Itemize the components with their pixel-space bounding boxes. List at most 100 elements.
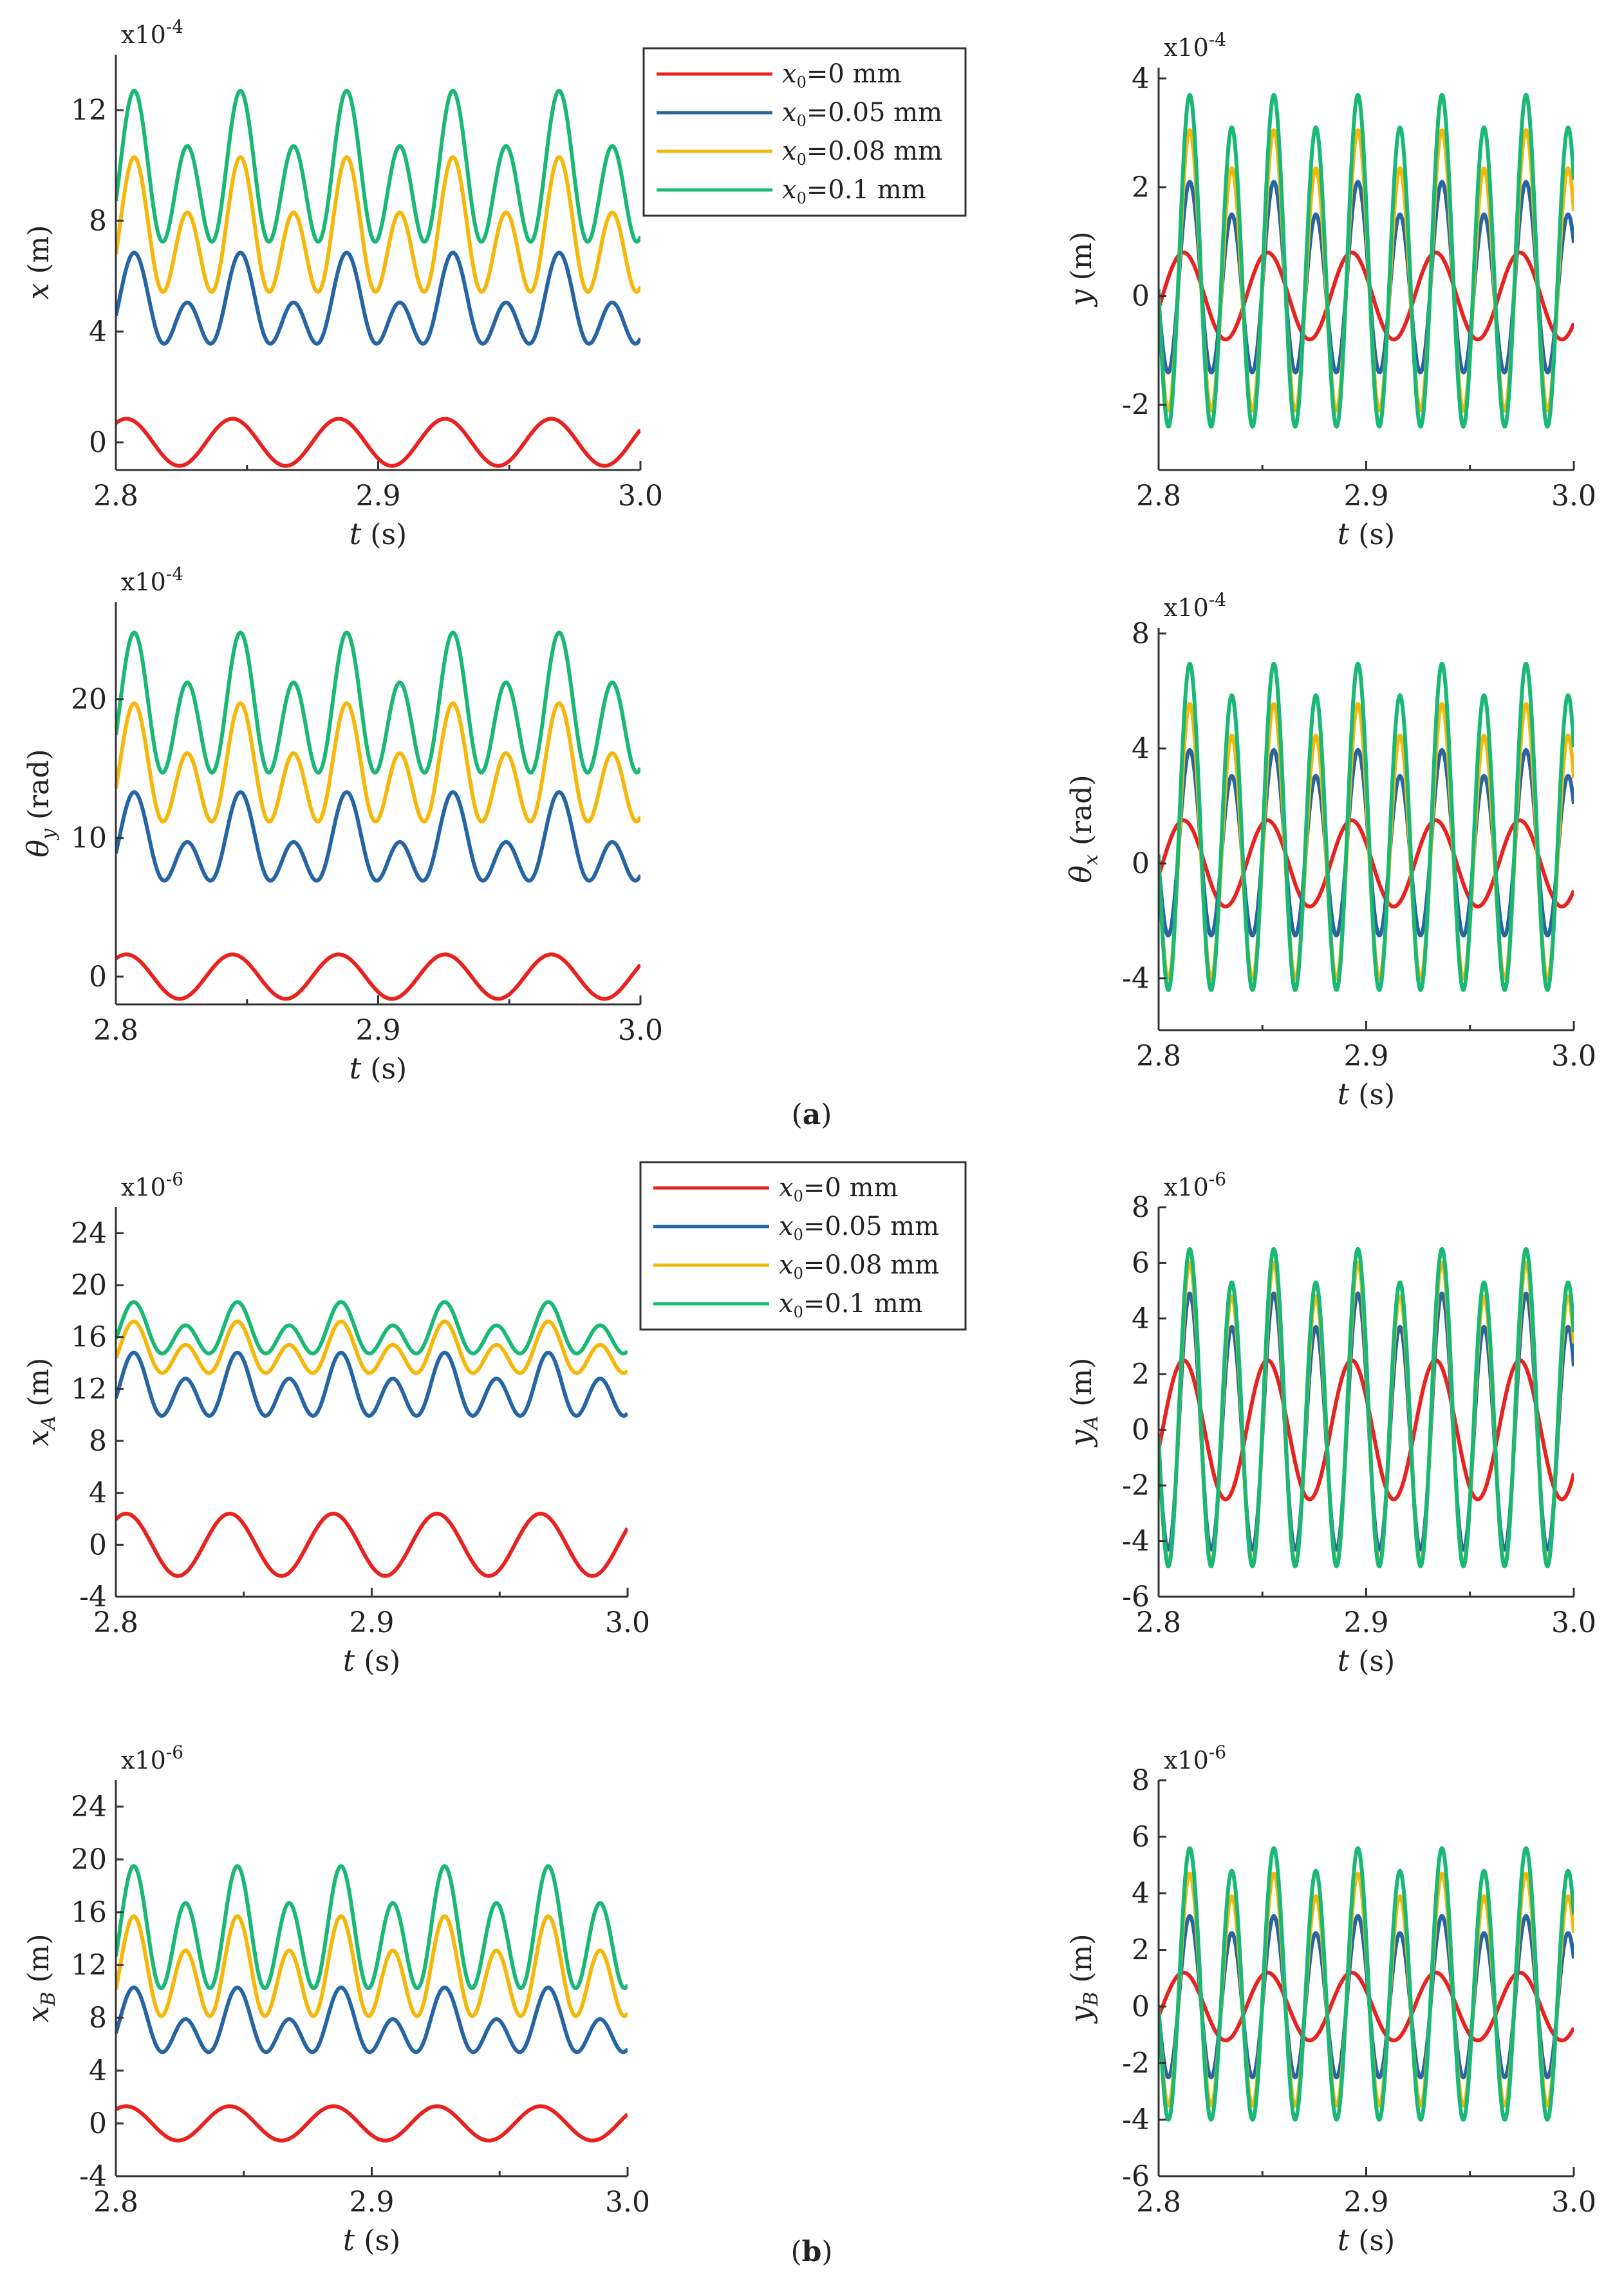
- y-axis-title: x (m): [21, 225, 55, 300]
- chart-b-yB: -6 -4 -2 0 2 4 6 8 2.8 2.9 3.0 x10-6 t (s) yB (m): [1063, 1742, 1596, 2257]
- y-tick-label: 16: [71, 1896, 107, 1929]
- series-line-a-thetay-2: [116, 701, 640, 823]
- axis-multiplier: x10-4: [1164, 29, 1226, 62]
- series-line-b-xB-3: [116, 1864, 628, 1991]
- x-tick-label: 2.9: [1344, 480, 1389, 513]
- x-axis-title: t (s): [343, 1643, 400, 1678]
- series-line-a-y-0: [1159, 250, 1574, 342]
- chart-a-thetax: -4 0 4 8 2.8 2.9 3.0 x10-4 t (s) θx (rad): [1063, 589, 1596, 1111]
- legend: x0=0 mm x0=0.05 mm x0=0.08 mm x0=0.1 mm: [642, 47, 967, 217]
- series-line-a-x-0: [116, 417, 640, 468]
- x-tick-label: 2.9: [356, 480, 401, 513]
- y-axis-title: yA (m): [1063, 1358, 1103, 1448]
- x-axis-title: t (s): [350, 516, 407, 551]
- x-tick-label: 2.8: [1136, 2186, 1181, 2219]
- x-axis-title: t (s): [1338, 1643, 1395, 1678]
- y-tick-label: 24: [71, 1791, 107, 1823]
- axis-multiplier: x10-4: [121, 563, 183, 596]
- x-tick-label: 3.0: [618, 1014, 663, 1047]
- y-tick-label: -2: [1122, 1469, 1150, 1502]
- y-tick-label: 12: [71, 94, 107, 127]
- series-line-b-xB-1: [116, 1985, 628, 2055]
- y-tick-label: 0: [89, 2107, 107, 2140]
- x-axis-title: t (s): [350, 1051, 407, 1086]
- axis-multiplier: x10-4: [1164, 589, 1226, 622]
- x-tick-label: 2.8: [93, 1606, 138, 1639]
- series-line-b-xA-0: [116, 1511, 628, 1578]
- x-axis-title: t (s): [1338, 2223, 1395, 2257]
- series-line-a-thetax-0: [1159, 818, 1574, 908]
- y-tick-label: -4: [79, 1581, 107, 1613]
- y-tick-label: 4: [1132, 733, 1150, 766]
- y-tick-label: -6: [1122, 2160, 1150, 2193]
- chart-a-thetay: 0 10 20 2.8 2.9 3.0 x10-4 t (s) θy (rad): [21, 563, 663, 1086]
- series-line-a-thetax-3: [1159, 661, 1574, 992]
- chart-b-xA: -4 0 4 8 12 16 20 24 2.8 2.9 3.0 x10-6 t (s) xA (m): [21, 1169, 650, 1678]
- series-line-b-xA-1: [116, 1350, 628, 1418]
- y-axis-title: y (m): [1063, 231, 1098, 307]
- y-tick-label: 20: [71, 1843, 107, 1876]
- legend-label: x0=0.08 mm: [782, 136, 942, 169]
- panel-b-caption: (b): [790, 2235, 832, 2268]
- y-tick-label: 8: [1132, 617, 1150, 650]
- y-tick-label: 4: [89, 1477, 107, 1510]
- y-tick-label: 6: [1132, 1246, 1150, 1279]
- y-tick-label: -2: [1122, 389, 1150, 422]
- x-tick-label: 3.0: [605, 1606, 650, 1639]
- y-tick-label: 8: [1132, 1764, 1150, 1797]
- x-tick-label: 3.0: [605, 2186, 650, 2219]
- y-tick-label: 4: [1132, 1303, 1150, 1335]
- y-tick-label: 20: [71, 1269, 107, 1302]
- y-tick-label: 10: [71, 822, 107, 854]
- legend-label: x0=0.1 mm: [782, 175, 926, 207]
- y-tick-label: 12: [71, 1949, 107, 1982]
- x-tick-label: 2.9: [1344, 2186, 1389, 2219]
- y-tick-label: 4: [89, 2055, 107, 2087]
- axis-multiplier: x10-6: [121, 1742, 183, 1774]
- chart-a-x: 0 4 8 12 2.8 2.9 3.0 x10-4 t (s) x (m): [21, 16, 663, 551]
- y-tick-label: -4: [1122, 963, 1150, 995]
- y-tick-label: 6: [1132, 1821, 1150, 1854]
- x-tick-label: 2.9: [350, 2186, 395, 2219]
- chart-b-xB: -4 0 4 8 12 16 20 24 2.8 2.9 3.0 x10-6 t (s) xB (m): [21, 1742, 650, 2257]
- series-line-a-thetay-0: [116, 952, 640, 1001]
- x-axis-title: t (s): [343, 2223, 400, 2257]
- x-tick-label: 2.9: [356, 1014, 401, 1047]
- y-tick-label: 4: [89, 315, 107, 348]
- y-tick-label: 2: [1132, 1358, 1150, 1391]
- y-tick-label: -4: [1122, 2103, 1150, 2136]
- x-tick-label: 3.0: [618, 480, 663, 513]
- y-tick-label: 8: [89, 2002, 107, 2035]
- x-axis-title: t (s): [1338, 516, 1395, 551]
- y-axis-title: θy (rad): [21, 749, 60, 857]
- series-line-a-y-3: [1159, 93, 1574, 429]
- legend: x0=0 mm x0=0.05 mm x0=0.08 mm x0=0.1 mm: [639, 1161, 967, 1331]
- series-line-b-xA-3: [116, 1300, 628, 1356]
- y-tick-label: 0: [89, 961, 107, 993]
- x-tick-label: 2.8: [93, 480, 138, 513]
- series-line-a-x-1: [116, 250, 640, 346]
- series-line-b-xB-0: [116, 2104, 628, 2143]
- x-tick-label: 3.0: [1551, 2186, 1596, 2219]
- y-tick-label: 12: [71, 1373, 107, 1406]
- x-tick-label: 2.8: [1136, 1040, 1181, 1073]
- x-tick-label: 2.9: [350, 1606, 395, 1639]
- x-tick-label: 3.0: [1551, 1606, 1596, 1639]
- y-tick-label: 4: [1132, 62, 1150, 95]
- y-tick-label: 8: [89, 1425, 107, 1458]
- y-axis-title: xA (m): [21, 1358, 60, 1447]
- axis-multiplier: x10-6: [1164, 1742, 1226, 1774]
- legend-label: x0=0.05 mm: [782, 98, 942, 130]
- series-line-b-xB-2: [116, 1914, 628, 2018]
- legend-label: x0=0.08 mm: [779, 1250, 939, 1283]
- y-tick-label: -2: [1122, 2047, 1150, 2080]
- y-tick-label: 20: [71, 683, 107, 716]
- legend-box: [642, 47, 967, 217]
- x-tick-label: 2.8: [93, 1014, 138, 1047]
- y-axis-title: θx (rad): [1063, 775, 1103, 883]
- x-tick-label: 3.0: [1551, 1040, 1596, 1073]
- y-tick-label: 0: [1132, 1990, 1150, 2023]
- y-tick-label: 8: [1132, 1191, 1150, 1224]
- chart-a-y: -2 0 2 4 2.8 2.9 3.0 x10-4 t (s) y (m): [1063, 29, 1596, 551]
